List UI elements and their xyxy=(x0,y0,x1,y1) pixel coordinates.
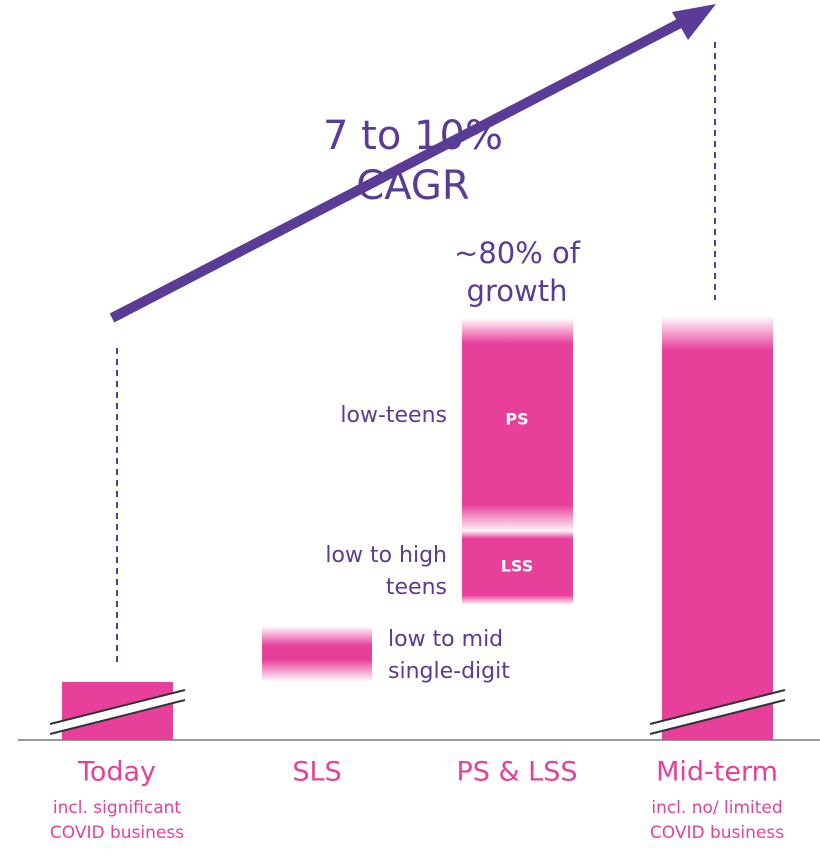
growth-note: ~80% of xyxy=(454,236,581,270)
segment-label: low-teens xyxy=(340,403,447,428)
category-label: PS & LSS xyxy=(457,757,578,788)
axis-break xyxy=(649,689,786,735)
segment-label: single-digit xyxy=(388,659,510,684)
growth-note: growth xyxy=(467,274,568,308)
sls-bar xyxy=(262,626,372,682)
category-label: SLS xyxy=(292,757,341,788)
lss-bar xyxy=(462,530,573,604)
note: incl. significant xyxy=(53,798,181,818)
note: incl. no/ limited xyxy=(651,798,782,818)
headline: 7 to 10% xyxy=(323,113,503,159)
segment-label: low to high xyxy=(325,543,447,568)
headline: CAGR xyxy=(356,163,469,209)
segment-name: LSS xyxy=(501,557,534,576)
note: COVID business xyxy=(50,823,184,843)
segment-name: PS xyxy=(505,410,528,429)
mid-term-bar xyxy=(662,316,773,740)
axis-break xyxy=(49,689,186,735)
segment-label: low to mid xyxy=(388,627,503,652)
growth-arrow xyxy=(109,13,693,323)
note: COVID business xyxy=(650,823,784,843)
category-label: Mid-term xyxy=(656,757,778,788)
ps-bar xyxy=(462,318,573,530)
arrow-head xyxy=(672,4,716,40)
segment-label: teens xyxy=(386,575,447,600)
category-label: Today xyxy=(77,757,156,788)
